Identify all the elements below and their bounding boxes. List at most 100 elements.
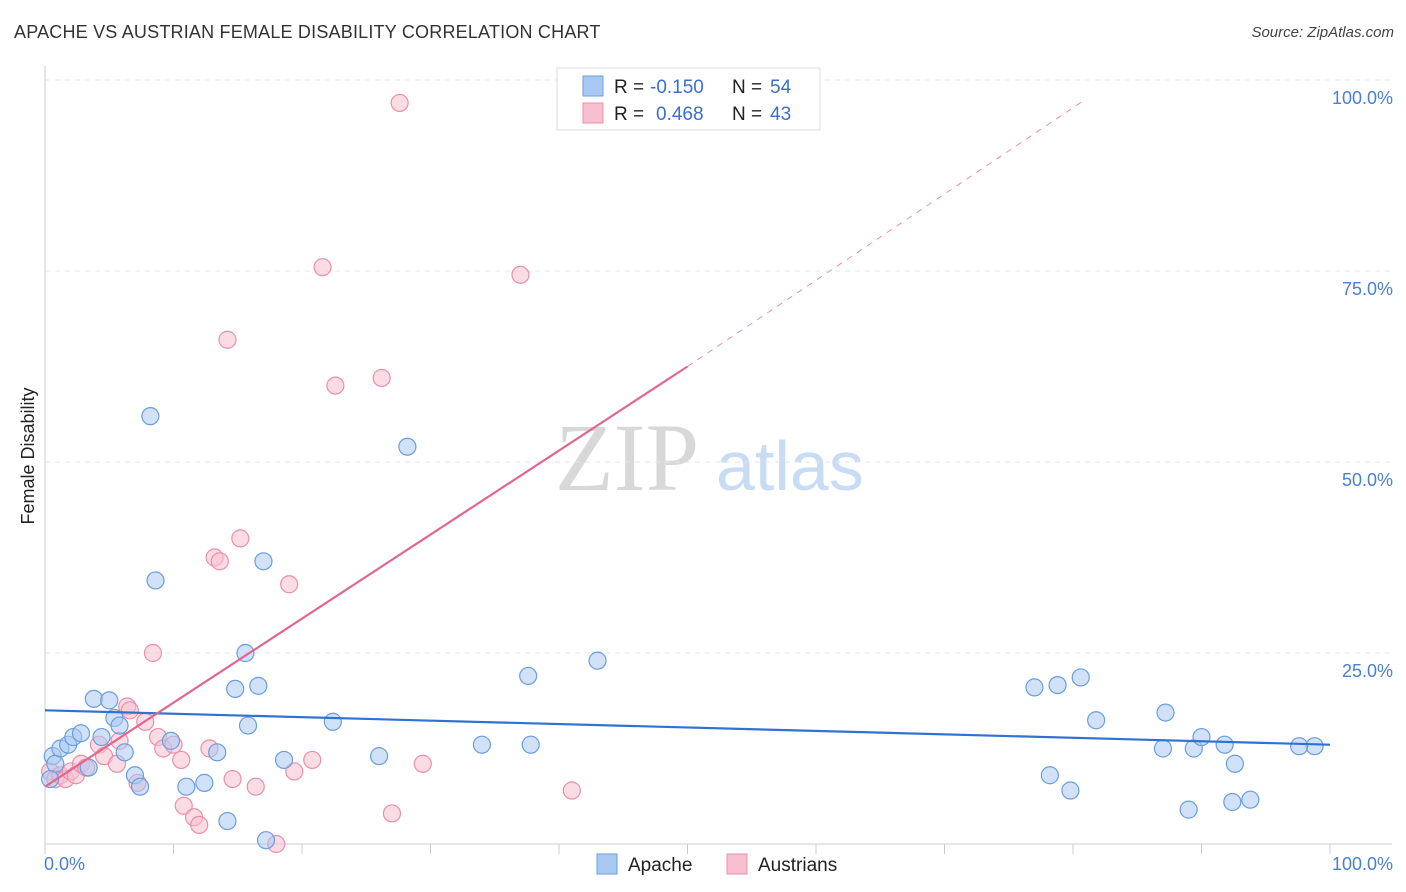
austrian-point [120, 701, 139, 720]
apache-trend-line [44, 709, 1331, 746]
y-tick-25: 25.0% [1342, 661, 1393, 681]
apache-point [274, 750, 294, 770]
austrian-point [413, 754, 432, 773]
austrian-point [231, 529, 250, 548]
apache-point [92, 727, 111, 747]
legend-austrian-n-label: N = [732, 104, 762, 125]
apache-point [1192, 727, 1211, 747]
legend-apache-swatch [582, 75, 604, 97]
austrian-point [174, 796, 193, 815]
legend-apache-n-value: 54 [770, 77, 792, 98]
apache-point [84, 689, 103, 708]
bottom-legend: Apache Austrians [596, 853, 837, 876]
apache-point [1048, 675, 1067, 695]
apache-point [1223, 792, 1242, 812]
apache-point [226, 679, 245, 699]
austrian-points [41, 93, 581, 854]
apache-point [472, 735, 491, 754]
y-tick-50: 50.0% [1342, 470, 1393, 490]
x-tick-0: 0.0% [44, 854, 85, 874]
austrian-point [210, 552, 229, 571]
apache-point [1040, 766, 1059, 785]
apache-point [195, 773, 214, 792]
austrian-point [313, 258, 332, 277]
apache-point [1061, 781, 1080, 800]
apache-point [238, 716, 258, 735]
y-tick-100: 100.0% [1332, 88, 1393, 108]
legend-apache-n-label: N = [732, 77, 762, 98]
apache-point [588, 651, 607, 670]
apache-point [1241, 790, 1260, 809]
apache-point [254, 552, 273, 571]
apache-point [46, 754, 65, 773]
apache-point [146, 571, 165, 590]
apache-point [1290, 737, 1309, 756]
apache-point [177, 777, 196, 796]
austrian-point [303, 750, 322, 770]
apache-point [161, 731, 181, 750]
source-credit: Source: ZipAtlas.com [1251, 24, 1394, 41]
apache-point [1179, 800, 1198, 819]
apache-point [519, 666, 538, 686]
legend-austrian-swatch [582, 102, 604, 124]
austrian-point [190, 815, 209, 835]
watermark-atlas: atlas [716, 427, 864, 505]
apache-point [130, 777, 150, 796]
apache-point [398, 437, 417, 456]
apache-points [41, 407, 1324, 850]
apache-point [100, 691, 119, 710]
legend-apache-r-label: R = [614, 77, 644, 98]
apache-point [1215, 735, 1234, 754]
austrian-point [285, 762, 304, 781]
apache-point [1087, 711, 1106, 730]
austrian-trend-line [44, 365, 689, 788]
apache-point [1153, 739, 1173, 758]
gridlines [45, 79, 1392, 654]
austrian-point [280, 575, 299, 594]
y-axis-label: Female Disability [18, 387, 38, 524]
austrian-point [326, 376, 345, 395]
apache-point [1225, 754, 1245, 773]
austrian-point [172, 750, 191, 770]
austrian-point [143, 643, 163, 663]
apache-point [208, 743, 227, 762]
austrian-trend-extension [687, 98, 1087, 367]
apache-point [323, 712, 342, 731]
apache-point [141, 407, 160, 426]
austrian-point [372, 368, 391, 388]
bottom-legend-apache-label: Apache [628, 855, 692, 876]
austrian-point [223, 769, 242, 789]
apache-point [249, 676, 268, 695]
apache-point [521, 735, 540, 754]
austrian-point [382, 804, 402, 823]
apache-point [1156, 703, 1175, 722]
apache-point [1305, 737, 1324, 756]
legend-austrian-n-value: 43 [770, 104, 791, 125]
chart-title: APACHE VS AUSTRIAN FEMALE DISABILITY COR… [14, 22, 601, 42]
austrian-point [246, 777, 265, 796]
legend: R = -0.150 N = 54 R = 0.468 N = 43 [556, 67, 821, 131]
apache-point [218, 811, 237, 831]
apache-point [71, 724, 91, 743]
bottom-legend-apache-swatch [596, 853, 618, 875]
austrian-point [562, 781, 581, 800]
apache-point [256, 831, 276, 850]
legend-austrian-r-label: R = [614, 104, 644, 125]
apache-point [1071, 668, 1090, 687]
legend-apache-r-value: -0.150 [650, 77, 704, 98]
bottom-legend-austrian-swatch [726, 853, 748, 875]
austrian-point [511, 265, 530, 284]
bottom-legend-austrian-label: Austrians [758, 855, 837, 876]
trend-lines [44, 98, 1331, 788]
x-tick-100: 100.0% [1332, 854, 1393, 874]
apache-point [110, 716, 129, 735]
legend-austrian-r-value: 0.468 [656, 104, 704, 125]
apache-point [1025, 678, 1044, 697]
apache-point [370, 747, 389, 766]
watermark-zip: ZIP [555, 404, 699, 511]
y-tick-75: 75.0% [1342, 279, 1393, 299]
austrian-point [390, 93, 409, 113]
apache-point [115, 743, 134, 762]
austrian-point [218, 330, 237, 349]
